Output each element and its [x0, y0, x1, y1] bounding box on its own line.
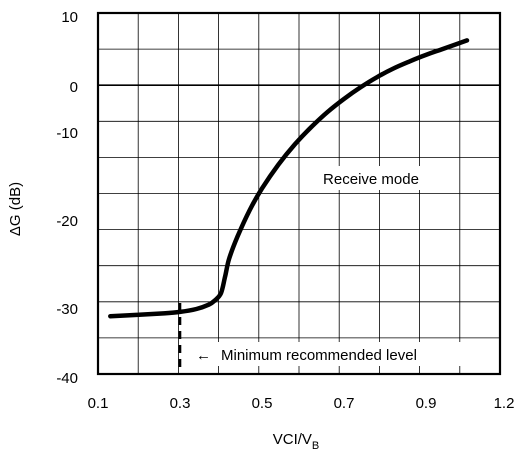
grid [98, 13, 500, 374]
plot-frame [96, 11, 502, 376]
minimum-level-label-text: Minimum recommended level [221, 347, 417, 364]
receive-mode-label-background [300, 166, 442, 190]
receive-mode-label: Receive mode [323, 171, 419, 188]
y-tick-label: 10 [61, 9, 78, 26]
x-tick-label: 0.3 [170, 395, 191, 412]
y-tick-label: -30 [56, 301, 78, 318]
minimum-level-label-background [191, 342, 483, 366]
x-axis-label-subscript: B [312, 440, 319, 452]
y-axis-label: ΔG (dB) [7, 182, 24, 236]
x-tick-label: 0.7 [334, 395, 355, 412]
x-tick-label: 0.9 [416, 395, 437, 412]
y-tick-label: -10 [56, 125, 78, 142]
x-tick-label: 0.1 [88, 395, 109, 412]
left-arrow-icon: ← [196, 347, 211, 364]
tick-labels: 0.1 0.3 0.5 0.7 0.9 1.2 10 0 -10 -20 -30 -40 [56, 9, 514, 412]
y-tick-label: 0 [70, 79, 78, 96]
x-axis-label-main: VCI/V [273, 431, 312, 448]
x-axis-label: VCI/VB [273, 431, 320, 452]
y-tick-label: -20 [56, 213, 78, 230]
y-tick-label: -40 [56, 370, 78, 387]
minimum-level-label: ← Minimum recommended level [196, 347, 417, 364]
x-tick-label: 1.2 [494, 395, 515, 412]
series-line [108, 38, 470, 319]
x-tick-label: 0.5 [252, 395, 273, 412]
